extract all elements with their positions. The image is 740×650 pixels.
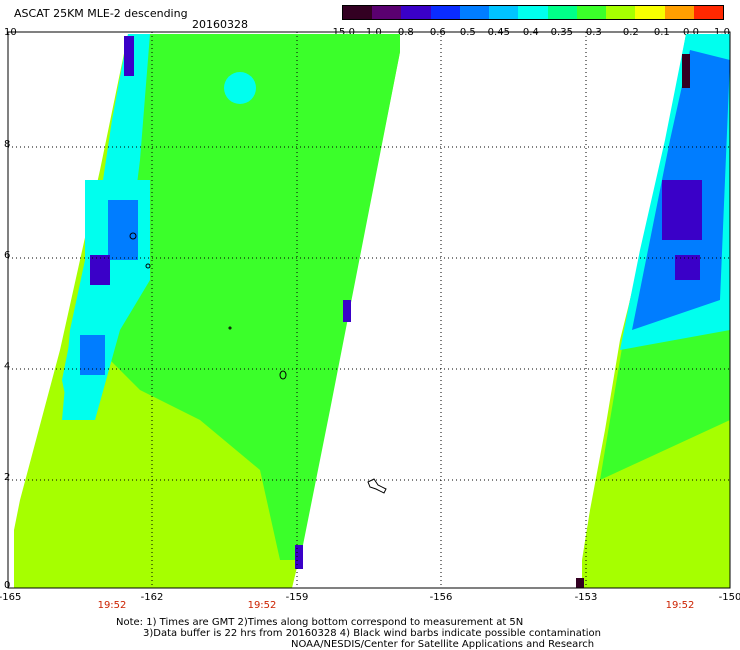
color-scale-swatch <box>635 6 665 19</box>
cyan-spot <box>224 72 256 104</box>
x-axis-label: -159 <box>285 592 309 603</box>
blue-patch <box>124 36 134 76</box>
dark-patch <box>675 255 700 280</box>
color-scale-swatch <box>489 6 519 19</box>
chart-date: 20160328 <box>192 18 248 31</box>
color-scale-swatch <box>606 6 636 19</box>
time-label: 19:52 <box>97 600 127 611</box>
time-label: 19:52 <box>665 600 695 611</box>
color-scale-swatch <box>430 6 460 19</box>
y-axis-label: 6 <box>4 250 11 261</box>
left-swath-green-region <box>90 34 400 560</box>
blue-patch <box>343 300 351 322</box>
island-outlines <box>129 232 387 494</box>
x-axis-label: -156 <box>429 592 453 603</box>
y-axis-label: 0 <box>4 580 11 591</box>
y-axis-label: 4 <box>4 361 11 372</box>
color-scale-swatch <box>547 6 577 19</box>
footnote-line-2: 3)Data buffer is 22 hrs from 20160328 4)… <box>143 628 601 639</box>
color-scale-swatch <box>693 6 724 19</box>
dark-patch <box>576 578 584 588</box>
color-scale-swatch <box>372 6 402 19</box>
x-axis-label: -165 <box>0 592 22 603</box>
grid-lines <box>8 32 730 588</box>
blue-patch <box>108 200 138 260</box>
y-axis-label: 8 <box>4 139 11 150</box>
blue-patch <box>80 335 105 375</box>
color-scale-swatch <box>664 6 694 19</box>
color-scale-swatch <box>459 6 490 19</box>
plot-frame <box>7 31 731 589</box>
blue-patch <box>295 545 303 569</box>
footnote-line-1: Note: 1) Times are GMT 2)Times along bot… <box>116 617 524 628</box>
dark-patch <box>662 180 702 240</box>
y-axis-label: 10 <box>4 27 17 38</box>
y-axis-label: 2 <box>4 472 11 483</box>
color-scale-swatch <box>343 6 373 19</box>
color-scale-swatch <box>518 6 548 19</box>
dark-patch <box>682 54 690 88</box>
blue-patch <box>90 255 110 285</box>
x-axis-label: -150 <box>718 592 740 603</box>
x-axis-label: -162 <box>140 592 164 603</box>
color-scale-swatch <box>576 6 607 19</box>
color-scale-swatch <box>401 6 431 19</box>
time-label: 19:52 <box>247 600 277 611</box>
chart-title: ASCAT 25KM MLE-2 descending <box>14 7 188 20</box>
x-axis-label: -153 <box>574 592 598 603</box>
credit-line: NOAA/NESDIS/Center for Satellite Applica… <box>291 639 595 650</box>
color-scale-bar <box>342 5 724 20</box>
